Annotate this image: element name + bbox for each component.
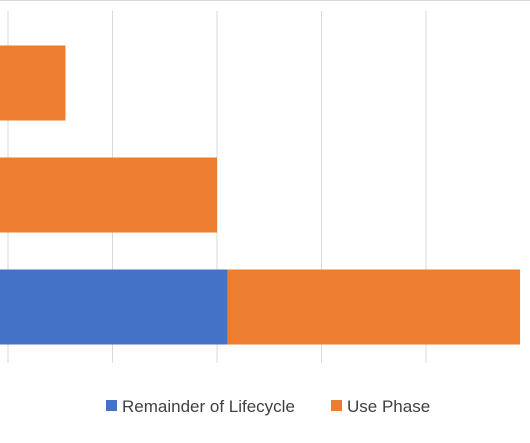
bars	[0, 45, 521, 345]
legend-label: Remainder of Lifecycle	[122, 397, 295, 416]
legend-item-use-phase: Use Phase	[331, 397, 430, 416]
bar-use-phase-1	[0, 45, 66, 121]
legend-swatch	[106, 400, 117, 411]
bar-remainder-of-lifecycle-3	[0, 269, 228, 345]
legend-label: Use Phase	[347, 397, 430, 416]
legend: Remainder of Lifecycle Use Phase	[106, 397, 430, 416]
bar-use-phase-3	[227, 269, 521, 345]
bar-use-phase-2	[0, 157, 217, 233]
legend-item-remainder-of-lifecycle: Remainder of Lifecycle	[106, 397, 295, 416]
legend-swatch	[331, 400, 342, 411]
